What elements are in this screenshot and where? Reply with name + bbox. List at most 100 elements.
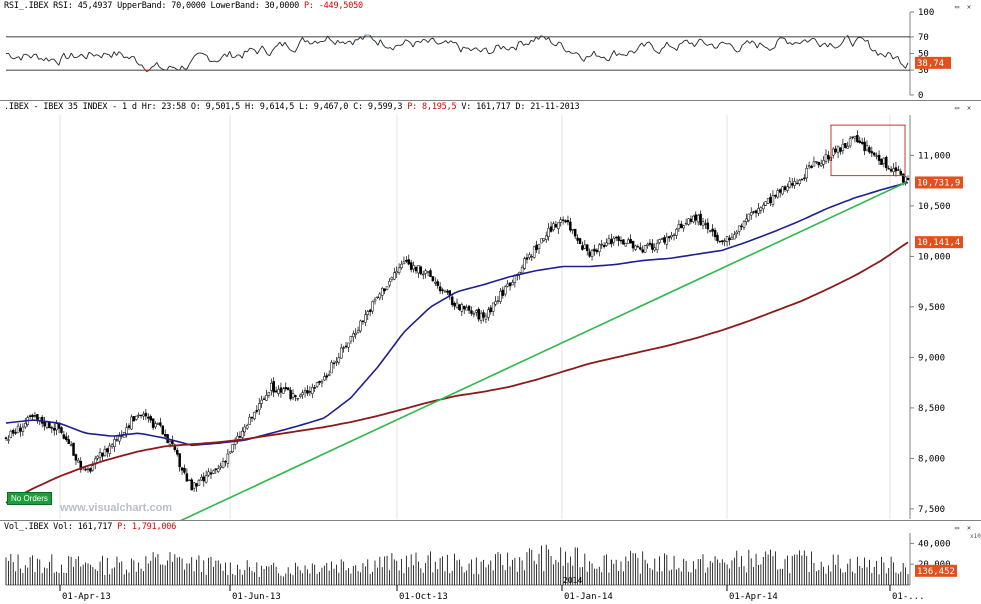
no-orders-badge[interactable]: No Orders xyxy=(7,492,52,505)
candle-body xyxy=(328,374,330,375)
rsi-line-segment xyxy=(677,44,680,50)
rsi-line-segment xyxy=(81,54,84,56)
rsi-line-segment xyxy=(225,54,228,57)
rsi-line-segment xyxy=(388,48,391,49)
rsi-pane: RSI_.IBEX RSI: 45,4937 UpperBand: 70,000… xyxy=(0,0,981,100)
candle-body xyxy=(873,153,875,155)
candle-body xyxy=(688,219,690,225)
candle-body xyxy=(352,334,354,337)
rsi-line-segment xyxy=(446,41,449,44)
candle-body xyxy=(116,440,118,441)
candle-body xyxy=(439,287,441,291)
rsi-line-segment xyxy=(835,47,838,48)
rsi-line-segment xyxy=(86,52,89,59)
rsi-line-segment xyxy=(521,41,524,45)
candle-body xyxy=(743,222,745,228)
x-tick-label: 01-Jun-13 xyxy=(232,592,281,602)
rsi-line-segment xyxy=(456,42,459,46)
rsi-line-segment xyxy=(890,53,893,59)
rsi-line-segment xyxy=(697,39,700,43)
rsi-line-segment xyxy=(664,42,667,47)
candle-body xyxy=(574,229,576,236)
candle-body xyxy=(774,195,776,196)
candle-body xyxy=(29,416,31,417)
candle-body xyxy=(302,393,304,395)
candle-body xyxy=(854,136,856,138)
candle-body xyxy=(140,415,142,416)
candle-body xyxy=(888,168,890,169)
candle-body xyxy=(157,424,159,425)
rsi-line-segment xyxy=(672,47,675,48)
rsi-line-segment xyxy=(64,53,67,58)
candle-body xyxy=(659,240,661,243)
rsi-line-segment xyxy=(463,47,466,48)
candle-body xyxy=(651,244,653,250)
candle-body xyxy=(801,179,803,180)
candle-body xyxy=(386,287,388,290)
rsi-line-segment xyxy=(375,41,378,45)
rsi-line-segment xyxy=(725,43,728,44)
rsi-line-segment xyxy=(333,42,336,45)
candle-body xyxy=(198,480,200,485)
candle-body xyxy=(784,187,786,190)
rsi-tick-label: 0 xyxy=(918,91,923,100)
rsi-line-segment xyxy=(699,39,702,40)
candle-body xyxy=(429,271,431,277)
rsi-line-segment xyxy=(101,53,104,58)
rsi-line-segment xyxy=(760,43,763,45)
candle-body xyxy=(372,301,374,311)
rsi-line-segment xyxy=(400,44,403,45)
candle-body xyxy=(825,154,827,161)
candle-body xyxy=(232,444,234,451)
rsi-line-segment xyxy=(692,43,695,47)
candle-body xyxy=(579,238,581,243)
candle-body xyxy=(227,454,229,463)
rsi-line-segment xyxy=(405,40,408,41)
candle-body xyxy=(738,226,740,232)
rsi-line-segment xyxy=(202,53,205,54)
rsi-line-segment xyxy=(617,54,620,56)
rsi-line-segment xyxy=(217,61,220,62)
candle-body xyxy=(712,229,714,231)
candle-body xyxy=(92,466,94,470)
price-pane: .IBEX - IBEX 35 INDEX - 1 d Hr: 23:58 O:… xyxy=(0,100,981,521)
candle-body xyxy=(704,224,706,225)
candle-body xyxy=(545,236,547,240)
candle-body xyxy=(878,155,880,161)
rsi-line-segment xyxy=(21,55,24,61)
rsi-line-segment xyxy=(491,52,494,53)
candle-body xyxy=(343,348,345,349)
rsi-line-segment xyxy=(192,56,195,60)
candle-body xyxy=(613,238,615,242)
candle-body xyxy=(757,208,759,213)
candle-body xyxy=(24,423,26,427)
rsi-line-segment xyxy=(506,49,509,50)
volume-chart: 20,00040,000136,45201-Apr-1301-Jun-1301-… xyxy=(0,521,981,604)
rsi-line-segment xyxy=(747,41,750,44)
rsi-line-segment xyxy=(167,66,170,70)
candle-body xyxy=(280,388,282,393)
candle-body xyxy=(634,246,636,250)
rsi-line-segment xyxy=(169,66,172,67)
candle-body xyxy=(543,238,545,240)
candle-body xyxy=(150,416,152,420)
rsi-line-segment xyxy=(360,37,363,39)
candle-body xyxy=(772,195,774,204)
candle-body xyxy=(278,389,280,393)
rsi-line-segment xyxy=(11,57,14,58)
candle-body xyxy=(497,301,499,302)
candle-body xyxy=(155,424,157,427)
candle-body xyxy=(487,310,489,318)
candle-body xyxy=(51,428,53,429)
candle-body xyxy=(364,315,366,323)
rsi-line-segment xyxy=(368,35,371,36)
rsi-line-segment xyxy=(554,45,557,46)
price-badge-top-text: 10,731,9 xyxy=(917,178,960,188)
rsi-line-segment xyxy=(431,38,434,39)
rsi-line-segment xyxy=(792,43,795,45)
rsi-line-segment xyxy=(905,63,908,69)
rsi-line-segment xyxy=(476,48,479,50)
candle-body xyxy=(895,168,897,171)
candle-body xyxy=(890,169,892,171)
